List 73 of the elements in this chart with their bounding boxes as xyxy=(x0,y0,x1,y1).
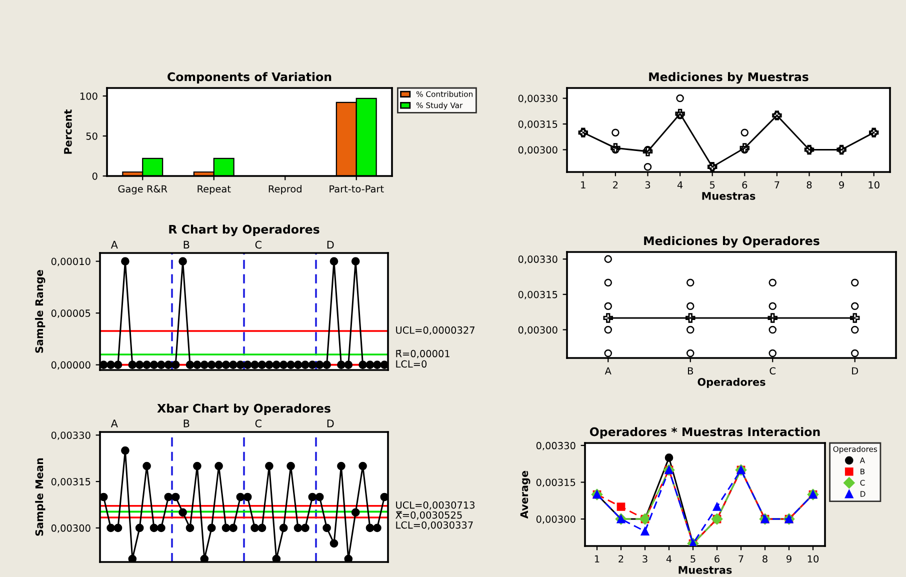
x-tick-label: C xyxy=(770,367,776,375)
y-tick-label: 0,00300 xyxy=(536,516,576,524)
x-tick-label: 8 xyxy=(806,181,812,189)
text: C xyxy=(255,420,262,428)
y-tick-label: 0,00300 xyxy=(51,524,90,533)
x-tick-label: A xyxy=(604,367,612,374)
y-tick-label: 0,00315 xyxy=(536,478,576,488)
x-tick-label: 3 xyxy=(642,555,648,563)
y-axis-title: Sample Mean xyxy=(35,458,46,536)
y-tick-label: 100 xyxy=(80,92,98,100)
text: D xyxy=(327,420,334,428)
x-tick-label: 5 xyxy=(710,181,715,189)
y-tick-label: 0,00300 xyxy=(518,146,558,155)
ref-line-label: LCL=0 xyxy=(396,360,427,368)
x-tick-label: 6 xyxy=(714,555,720,563)
ref-line-label: LCL=0,0030337 xyxy=(396,521,473,530)
y-tick-label: 0,00315 xyxy=(51,478,90,486)
x-tick-label: 10 xyxy=(868,181,880,189)
x-axis-title: Operadores xyxy=(698,378,766,388)
y-tick-label: 0,00330 xyxy=(51,432,90,440)
y-tick-label: 0,00315 xyxy=(518,120,558,129)
x-axis-title: Muestras xyxy=(678,566,732,574)
chart-title: R Chart by Operadores xyxy=(169,224,320,236)
chart-title: Xbar Chart by Operadores xyxy=(157,404,330,416)
ref-line-label: UCL=0,0030713 xyxy=(396,501,475,510)
y-axis-title: Average xyxy=(520,470,530,519)
chart-title: Operadores * Muestras Interaction xyxy=(590,427,820,439)
x-tick-label: 6 xyxy=(742,181,748,189)
x-tick-label: 9 xyxy=(839,181,844,189)
ref-line-label: R̄=0,00001 xyxy=(396,350,450,358)
x-tick-label: Reprod xyxy=(268,185,302,194)
y-tick-label: 0,00000 xyxy=(51,361,90,370)
text: D xyxy=(327,240,334,248)
ref-line-label: UCL=0,0000327 xyxy=(396,326,474,335)
x-tick-label: Gage R&R xyxy=(118,185,168,194)
x-tick-label: D xyxy=(852,367,858,374)
text: C xyxy=(255,240,262,249)
y-tick-label: 0,00005 xyxy=(51,310,90,318)
x-tick-label: 4 xyxy=(666,555,672,562)
x-tick-label: 2 xyxy=(618,555,624,562)
chart-title: Mediciones by Muestras xyxy=(649,72,808,84)
x-tick-label: 1 xyxy=(581,181,586,188)
x-axis-title: Muestras xyxy=(702,192,756,200)
y-axis-title: Percent xyxy=(64,110,72,154)
x-tick-label: 10 xyxy=(808,555,819,563)
text: B xyxy=(184,240,190,248)
y-tick-label: 0 xyxy=(92,172,98,180)
x-tick-label: Part-to-Part xyxy=(330,185,384,193)
y-tick-label: 0,00010 xyxy=(51,258,90,266)
y-tick-label: 50 xyxy=(86,132,98,140)
x-tick-label: 5 xyxy=(690,555,696,563)
x-tick-label: 4 xyxy=(677,181,683,188)
x-tick-label: 9 xyxy=(786,555,792,563)
x-tick-label: 7 xyxy=(774,181,780,188)
chart-title: Components of Variation xyxy=(168,72,332,84)
ref-line-label: X̿=0,0030525 xyxy=(396,511,462,520)
y-tick-label: 0,00330 xyxy=(536,442,576,450)
text: B xyxy=(184,420,190,428)
x-tick-label: B xyxy=(688,367,694,374)
x-tick-label: 7 xyxy=(738,555,744,562)
y-tick-label: 0,00315 xyxy=(518,290,558,300)
y-axis-title: Sample Range xyxy=(35,270,46,353)
text: A xyxy=(110,240,118,248)
x-tick-label: 2 xyxy=(613,181,618,188)
chart-title: Mediciones by Operadores xyxy=(644,236,820,248)
y-tick-label: 0,00330 xyxy=(518,94,558,104)
y-tick-label: 0,00330 xyxy=(518,256,558,264)
x-tick-label: 3 xyxy=(645,181,650,189)
y-tick-label: 0,00300 xyxy=(518,326,558,335)
x-tick-label: 1 xyxy=(594,555,600,562)
text: A xyxy=(110,420,118,428)
x-tick-label: Repeat xyxy=(198,185,231,194)
x-tick-label: 8 xyxy=(762,555,768,563)
